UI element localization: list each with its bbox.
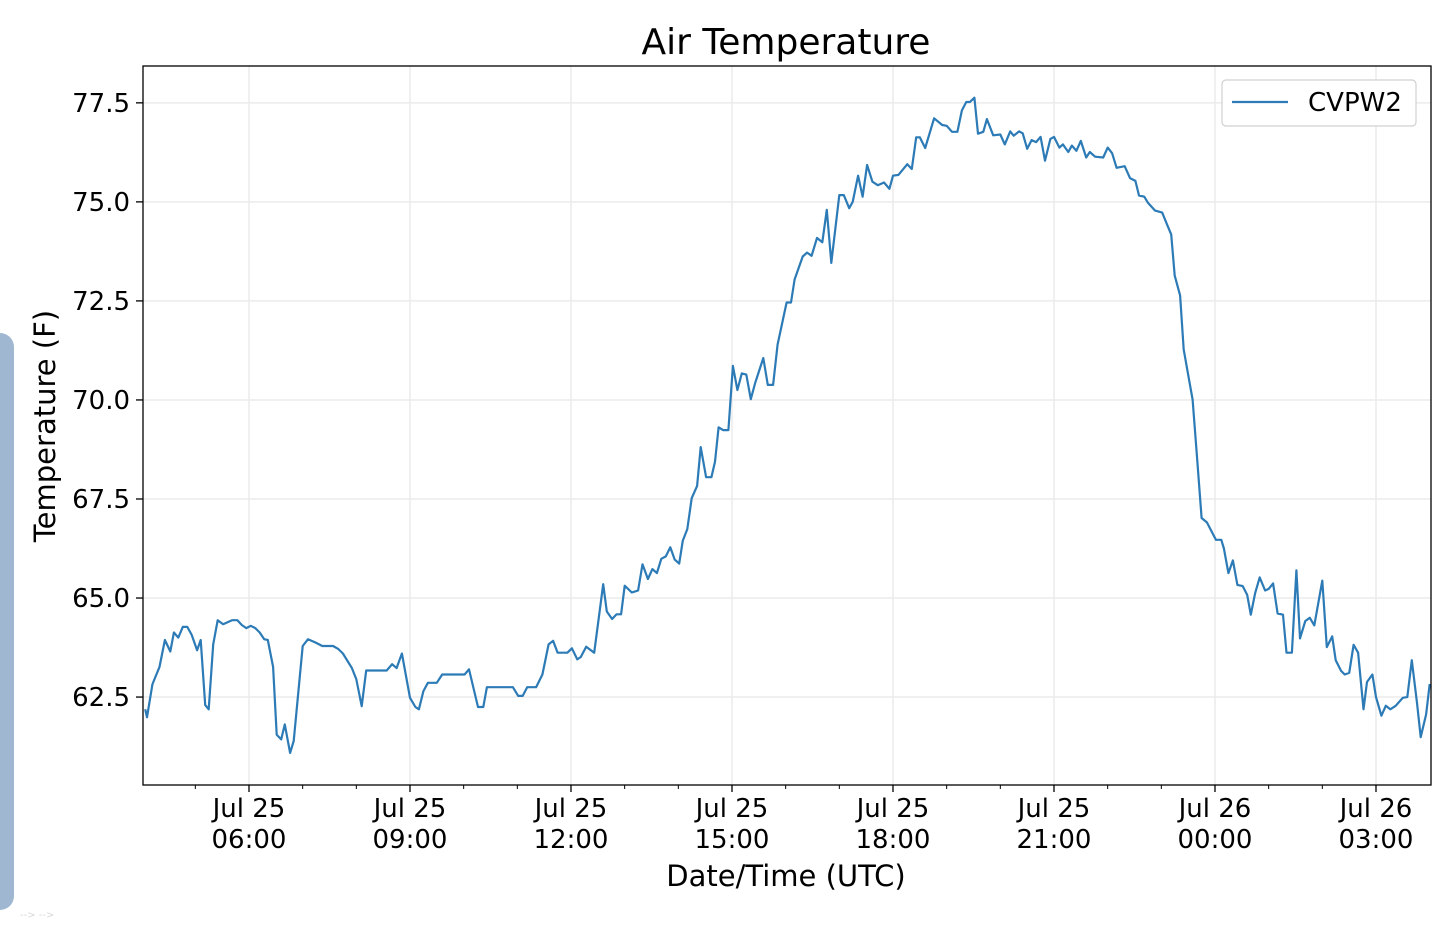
plot-frame — [142, 65, 1432, 786]
y-tick-label: 75.0 — [72, 188, 130, 218]
chart-title: Air Temperature — [642, 22, 931, 63]
y-tick-label: 72.5 — [72, 287, 130, 317]
x-tick-label-date: Jul 25 — [855, 794, 930, 824]
side-panel-tab[interactable] — [0, 333, 14, 910]
x-tick-label-time: 00:00 — [1178, 825, 1253, 855]
y-tick-label: 65.0 — [72, 584, 130, 614]
y-tick-label: 62.5 — [72, 683, 130, 713]
x-tick-label-date: Jul 25 — [694, 794, 769, 824]
x-tick-label-date: Jul 26 — [1338, 794, 1413, 824]
x-tick-label-time: 15:00 — [695, 825, 770, 855]
x-axis-label: Date/Time (UTC) — [666, 859, 905, 893]
x-tick-label-time: 06:00 — [212, 825, 287, 855]
series-line-cvpw2 — [144, 96, 1431, 754]
y-axis-label: Temperature (F) — [28, 310, 62, 543]
y-tick-label: 77.5 — [72, 89, 130, 119]
x-tick-label-time: 09:00 — [373, 825, 448, 855]
x-tick-label-time: 18:00 — [856, 825, 931, 855]
legend: CVPW2 — [1221, 79, 1417, 127]
x-tick-label-date: Jul 25 — [211, 794, 286, 824]
x-tick-label-date: Jul 25 — [533, 794, 608, 824]
x-tick-label-time: 12:00 — [534, 825, 609, 855]
x-tick-label-date: Jul 26 — [1177, 794, 1252, 824]
x-tick-label-date: Jul 25 — [1016, 794, 1091, 824]
y-tick-label: 70.0 — [72, 386, 130, 416]
legend-label-cvpw2: CVPW2 — [1308, 88, 1402, 118]
x-tick-label-time: 03:00 — [1339, 825, 1414, 855]
x-tick-label-date: Jul 25 — [372, 794, 447, 824]
legend-box — [1221, 79, 1417, 127]
x-tick-label-time: 21:00 — [1017, 825, 1092, 855]
side-hint-text: --> --> — [20, 910, 55, 921]
grid-lines — [143, 66, 1431, 785]
y-tick-label: 67.5 — [72, 485, 130, 515]
